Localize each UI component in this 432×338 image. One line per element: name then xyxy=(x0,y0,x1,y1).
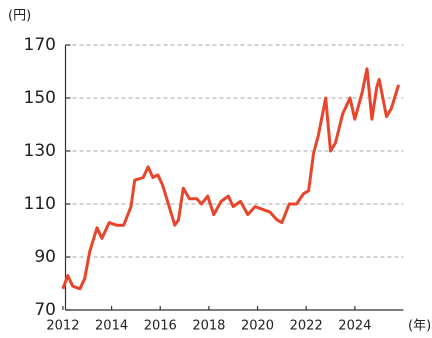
data-line xyxy=(61,67,401,291)
y-tick-label: 90 xyxy=(34,247,56,267)
x-tick-label: 2022 xyxy=(290,319,323,334)
x-tick-label: 2020 xyxy=(241,319,274,334)
x-tick-label: 2018 xyxy=(192,319,225,334)
y-unit: (円) xyxy=(8,9,31,24)
y-tick-label: 170 xyxy=(24,35,56,55)
x-unit: (年) xyxy=(408,319,431,334)
x-tick-label: 2012 xyxy=(46,319,79,334)
y-tick-label: 70 xyxy=(34,300,56,320)
x-tick-label: 2014 xyxy=(95,319,128,334)
y-tick-label: 130 xyxy=(24,141,56,161)
x-tick-label: 2024 xyxy=(338,319,371,334)
y-tick-label: 110 xyxy=(24,194,56,214)
y-tick-label: 150 xyxy=(24,88,56,108)
x-tick-label: 2016 xyxy=(144,319,177,334)
